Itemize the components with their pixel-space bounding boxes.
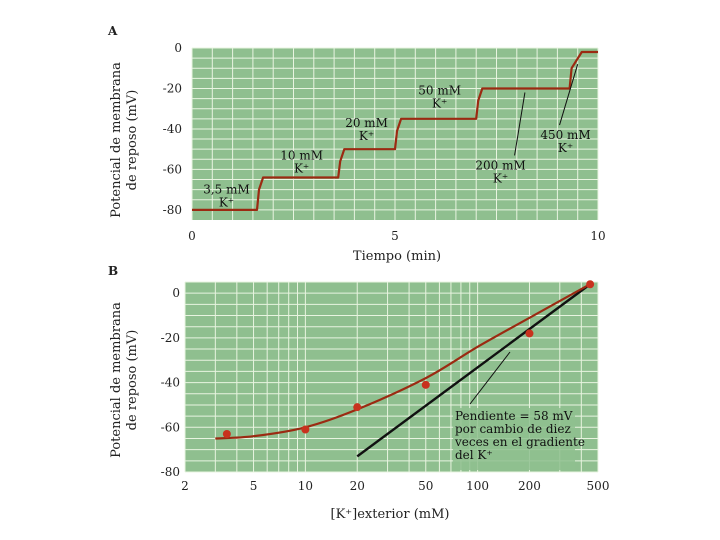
panel-a-xlabel: Tiempo (min)	[353, 249, 441, 264]
slope-line	[356, 283, 591, 458]
panel-a-annotations: 3,5 mM K⁺10 mM K⁺20 mM K⁺50 mM K⁺200 mM K⁺450…	[203, 64, 591, 210]
annotation-k-10-line-1: 10 mM	[280, 148, 323, 162]
data-point	[586, 280, 595, 289]
x-tick-label: 10	[590, 229, 605, 243]
y-tick-label: 0	[174, 41, 182, 55]
annotation-k-50-line-1: 50 mM	[418, 84, 461, 98]
panel-a-series	[192, 50, 598, 211]
slope-annotation-text-line-1: Pendiente = 58 mV	[455, 409, 573, 423]
annotation-k-200-line-2: K⁺	[493, 171, 508, 185]
annotation-k-20-line-1: 20 mM	[345, 116, 388, 130]
slope-annotation-text-line-2: por cambio de diez	[455, 422, 571, 436]
slope-annotation-text-line-3: veces en el gradiente	[454, 435, 585, 449]
slope-annotation-bg	[453, 408, 575, 470]
annotation-k-200: 200 mM K⁺	[475, 158, 525, 185]
data-point	[421, 380, 430, 389]
panel-b-ylabel-line-2: de reposo (mV)	[125, 330, 140, 431]
panel-b-series	[215, 280, 595, 458]
panel-a-ylabel-line-2: de reposo (mV)	[125, 90, 140, 191]
annotation-k-3-5: 3,5 mM K⁺	[203, 183, 250, 210]
annotation-k-3-5-line-1: 3,5 mM	[203, 183, 250, 197]
data-point	[353, 403, 362, 412]
x-tick-label: 2	[181, 479, 189, 493]
panel-b-ticks: 0 -20 -40 -60 -802 5 10 20 50 100 200 500	[161, 286, 610, 493]
x-tick-label: 0	[188, 229, 196, 243]
y-tick-label: -80	[163, 203, 182, 217]
annotation-k-450: 450 mM K⁺	[540, 128, 590, 155]
x-tick-label: 20	[350, 479, 365, 493]
data-point	[222, 430, 231, 438]
slope-annotation-text: Pendiente = 58 mV por cambio de diez veces…	[454, 409, 585, 462]
y-tick-label: -20	[163, 81, 182, 95]
y-tick-label: -20	[161, 331, 180, 345]
annotation-k-450-line-2: K⁺	[558, 141, 573, 155]
y-tick-label: -40	[161, 376, 180, 390]
membrane-potential-line	[192, 50, 598, 211]
annotation-k-20: 20 mM K⁺	[345, 116, 388, 143]
annotation-k-50-line-2: K⁺	[432, 97, 447, 111]
slope-annotation-text-line-4: del K⁺	[455, 448, 493, 462]
annotation-k-50: 50 mM K⁺	[418, 84, 461, 111]
annotation-pointer-k-200	[514, 92, 526, 156]
x-tick-label: 100	[466, 479, 489, 493]
annotation-pointer-k-450	[559, 64, 579, 126]
y-tick-label: -60	[163, 162, 182, 176]
panel-a-letter: A	[107, 24, 118, 38]
panel-b-ylabel-line-1: Potencial de membrana	[109, 302, 124, 458]
panel-a-ticks: 0 -20 -40 -60 -80 0 5 10	[163, 41, 606, 243]
data-point	[301, 425, 310, 434]
annotation-k-20-line-2: K⁺	[359, 129, 374, 143]
panel-a-grid	[191, 47, 599, 220]
x-tick-label: 5	[391, 229, 399, 243]
x-tick-label: 500	[587, 479, 610, 493]
x-tick-label: 5	[250, 479, 258, 493]
y-tick-label: -40	[163, 122, 182, 136]
annotation-k-3-5-line-2: K⁺	[219, 196, 234, 210]
panel-a: A 0-20-40-60-800 5 10 3,5 mM K⁺10 mM K⁺20 mM…	[107, 24, 606, 264]
x-tick-label: 200	[518, 479, 541, 493]
panel-b: B 0 -20 -40 -60 -802 5 10 20 50 100 200 500 Pendien…	[108, 264, 609, 522]
fit-curve	[215, 283, 591, 440]
slope-annotation-pointer	[469, 351, 511, 405]
panel-a-ylabel-line-1: Potencial de membrana	[109, 62, 124, 218]
data-point	[525, 329, 534, 338]
panel-b-xlabel: [K⁺]exterior (mM)	[331, 507, 450, 522]
annotation-k-10: 10 mM K⁺	[280, 148, 323, 175]
annotation-k-450-line-1: 450 mM	[540, 128, 590, 142]
panel-b-letter: B	[108, 264, 118, 278]
annotation-k-10-line-2: K⁺	[294, 161, 309, 175]
y-tick-label: 0	[172, 286, 180, 300]
y-tick-label: -80	[161, 465, 180, 479]
y-tick-label: -60	[161, 420, 180, 434]
x-tick-label: 10	[298, 479, 313, 493]
annotation-k-200-line-1: 200 mM	[475, 158, 525, 172]
panel-b-slope-annotation: Pendiente = 58 mV por cambio de diez veces…	[453, 351, 585, 470]
x-tick-label: 50	[418, 479, 433, 493]
